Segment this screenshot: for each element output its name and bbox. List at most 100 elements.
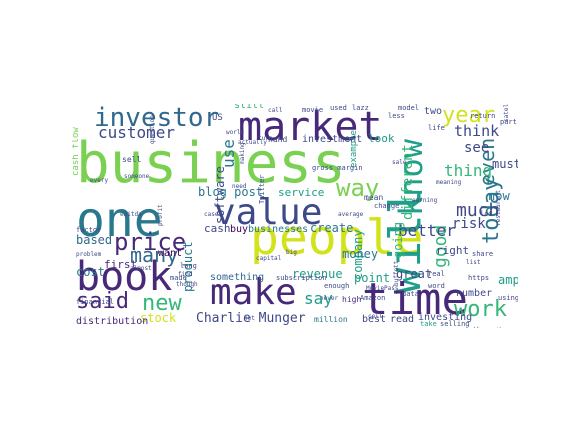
- word-first: first: [104, 258, 137, 271]
- word-sell: sell: [122, 155, 141, 164]
- word-customer: customer: [98, 123, 175, 142]
- word-software: software: [213, 166, 227, 224]
- word-business: business: [76, 131, 346, 196]
- word-us: US: [212, 113, 223, 123]
- word-average: average: [338, 211, 364, 218]
- word-every: every: [90, 177, 108, 184]
- word-though: though: [176, 281, 198, 288]
- word-investment: investment: [302, 134, 362, 145]
- word-sale: sale: [392, 159, 407, 166]
- word-earning: earning: [412, 197, 438, 204]
- word-net: net: [244, 315, 255, 322]
- word-factor: factor: [76, 226, 101, 234]
- word-lazz: lazz: [352, 104, 369, 112]
- word-new: new: [142, 291, 182, 316]
- word-must: must: [492, 157, 518, 171]
- word-making: making: [239, 142, 246, 164]
- word-someone: someone: [124, 173, 150, 180]
- word-something: something: [210, 272, 264, 283]
- word-satellite: satellite: [503, 104, 510, 122]
- word-market: market: [238, 104, 383, 150]
- word-price: price: [114, 228, 186, 256]
- word-model: model: [398, 104, 419, 112]
- word-gross-margin: gross margin: [312, 164, 363, 172]
- word-investor: investor: [94, 104, 219, 133]
- word-buffett: buffett: [393, 260, 400, 286]
- word-point: point: [354, 271, 390, 285]
- word-based: based: [76, 233, 112, 247]
- word-work: work: [454, 297, 507, 322]
- word-world: world: [226, 129, 244, 136]
- word-right: right: [436, 244, 469, 257]
- word-high: high: [342, 295, 361, 304]
- word-amazon: Amazon: [360, 294, 385, 302]
- word-year: year: [442, 104, 495, 128]
- word-data: data: [402, 290, 419, 298]
- word-two: two: [424, 106, 442, 117]
- word-change: change: [374, 202, 399, 210]
- word-make: make: [210, 272, 297, 313]
- word-life: life: [428, 124, 445, 132]
- word-one: one: [76, 192, 163, 248]
- word-part: part: [500, 118, 517, 126]
- word-enough: enough: [324, 282, 349, 290]
- word-risk: risk: [452, 216, 486, 232]
- word-take: take: [420, 320, 437, 328]
- word-see: see: [464, 140, 489, 156]
- word-cost: cost: [76, 265, 105, 279]
- word-moviepass: MoviePass: [366, 285, 399, 292]
- word-real: real: [428, 270, 445, 278]
- word-say: say: [304, 289, 333, 308]
- word-amp: amp: [498, 273, 518, 287]
- word-now: now: [488, 189, 510, 203]
- word-blog-post: blog post: [198, 185, 263, 199]
- word-restaurant: restaurant: [495, 189, 502, 226]
- word-businesses: businesses: [248, 224, 308, 235]
- word-company: company: [351, 229, 365, 280]
- word-profit: profit: [157, 204, 164, 226]
- word-subscription: subscription: [276, 274, 327, 282]
- word-thing: thing: [444, 161, 492, 180]
- word-cash-flow: cash flow: [72, 127, 81, 176]
- word-case: case: [204, 211, 219, 218]
- word-turn: turn: [258, 135, 273, 142]
- word-million: million: [314, 315, 348, 324]
- word-read: read: [390, 314, 414, 325]
- word-twitter: Twitter: [258, 174, 266, 204]
- word-mean: mean: [364, 193, 383, 202]
- word-look: look: [368, 132, 395, 145]
- word-lot: lot: [480, 210, 493, 218]
- word-number: number: [456, 288, 492, 299]
- word-best: best: [362, 314, 386, 325]
- word-good: good: [430, 225, 451, 268]
- word-time: time: [362, 274, 468, 325]
- word-problem: problem: [76, 251, 102, 258]
- word-value: value: [214, 192, 322, 233]
- word-many: many: [130, 243, 178, 267]
- word-share: share: [472, 250, 493, 258]
- word-capital: capital: [256, 255, 282, 262]
- word-today: today: [479, 178, 504, 244]
- word-cash: cash: [204, 222, 231, 235]
- word-financial: financial: [76, 298, 114, 306]
- word-will: will: [380, 188, 431, 294]
- word-big: big: [286, 249, 297, 256]
- word-money: money: [342, 247, 378, 261]
- word-service: service: [278, 186, 324, 199]
- word-word: word: [428, 282, 445, 290]
- word-know: know: [392, 138, 430, 216]
- word-want: want: [158, 248, 182, 259]
- word-cloud: business people will one time value market make…: [72, 104, 518, 328]
- word-actually: actually: [238, 139, 267, 146]
- word-example: example: [349, 130, 359, 168]
- word-find: find: [178, 271, 193, 278]
- word-another: another: [460, 326, 490, 328]
- word-said: said: [76, 289, 129, 314]
- word-less: less: [388, 112, 405, 120]
- word-made: made: [170, 274, 187, 282]
- word-https: https: [468, 274, 489, 282]
- word-meaning: meaning: [436, 179, 462, 186]
- word-different: different: [400, 144, 416, 220]
- word-other: other: [492, 327, 510, 328]
- word-ebitda: ebitda: [120, 211, 142, 218]
